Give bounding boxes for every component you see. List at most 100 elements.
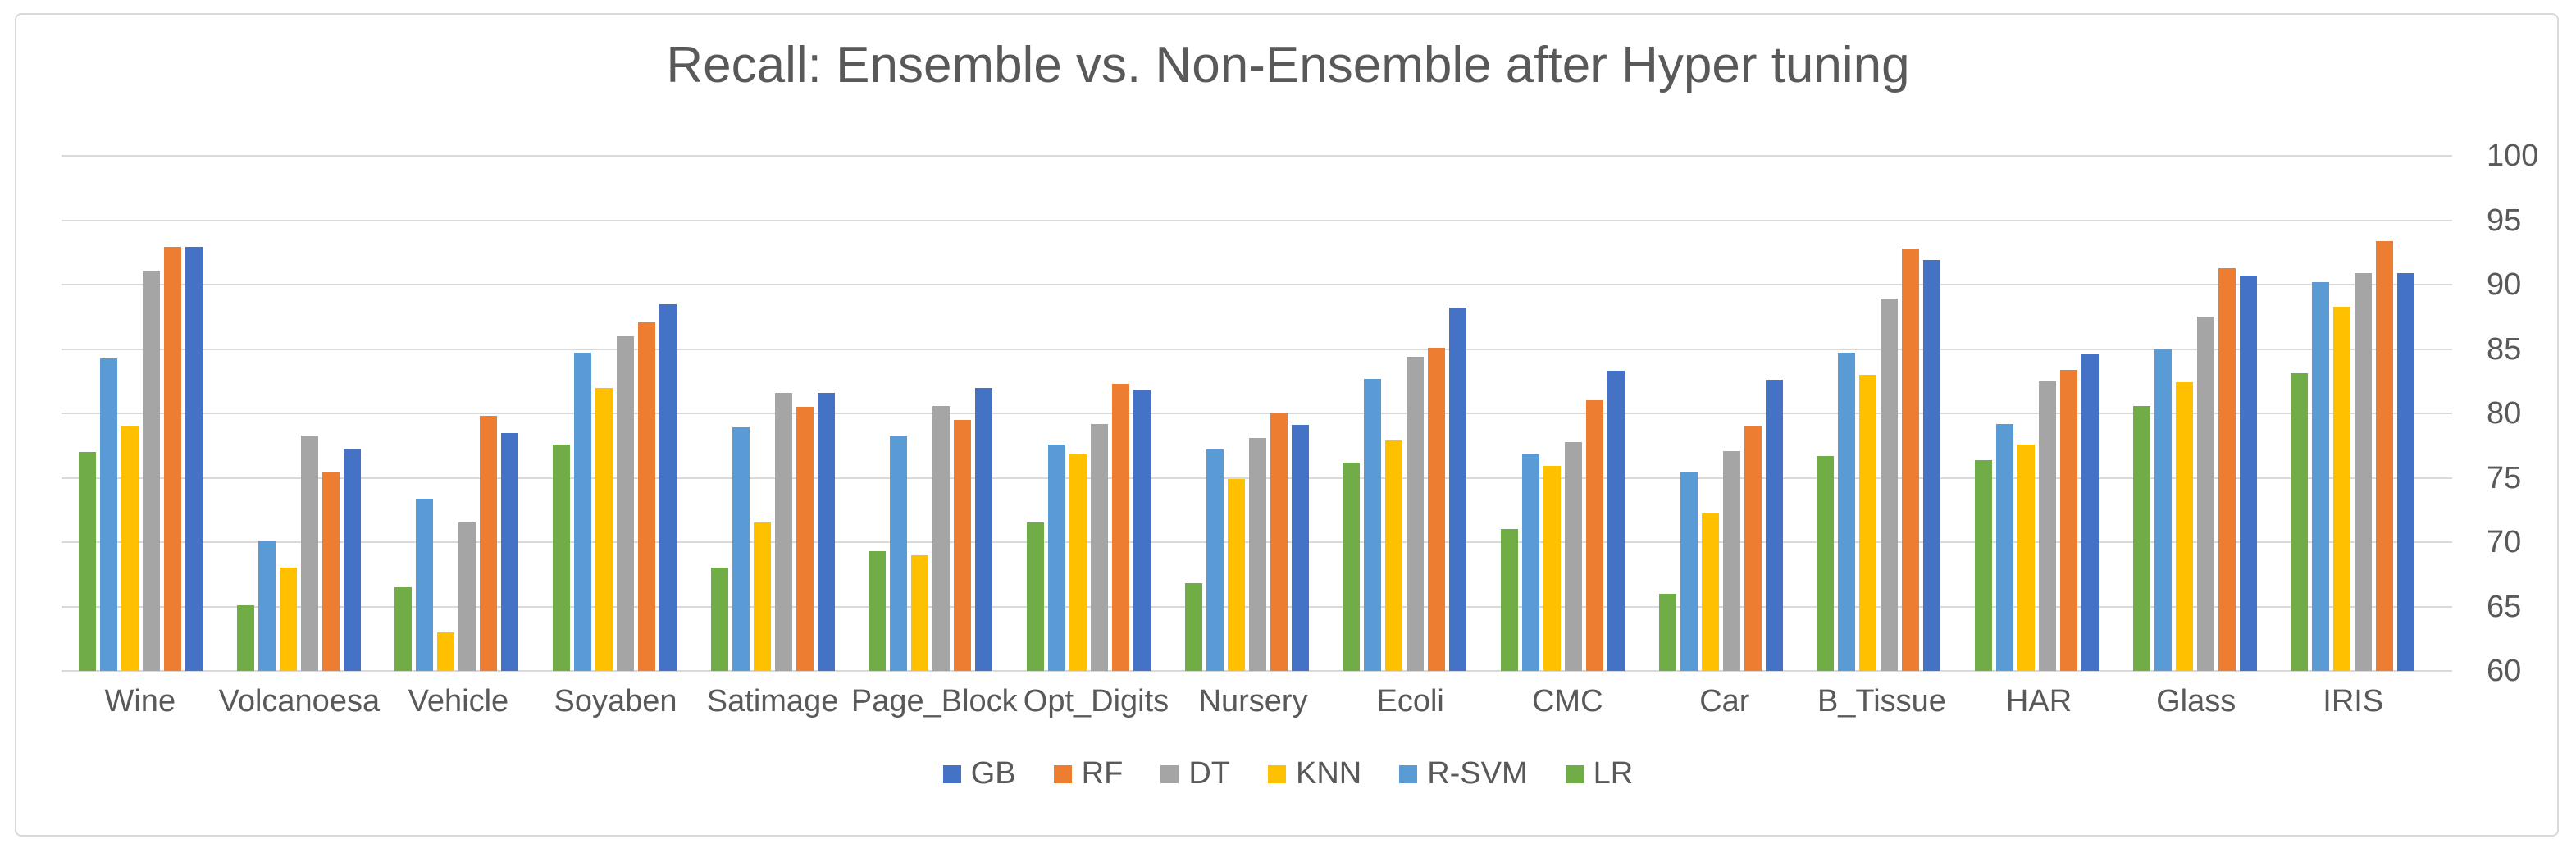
bar-group — [2273, 156, 2432, 671]
bar — [2312, 281, 2330, 671]
bar-group — [1484, 156, 1642, 671]
bar — [99, 358, 117, 671]
bar — [573, 353, 591, 671]
x-axis-label: B_Tissue — [1817, 684, 1946, 718]
y-axis-label: 90 — [2487, 267, 2522, 302]
bar-group — [62, 156, 220, 671]
bar — [932, 405, 951, 671]
bar — [753, 522, 771, 671]
bar — [300, 435, 318, 671]
x-axis-label: Page_Block — [850, 684, 1018, 718]
bar-group — [1642, 156, 1800, 671]
bar-group — [1010, 156, 1168, 671]
bar — [1248, 437, 1266, 671]
bar — [595, 387, 613, 671]
bar — [458, 522, 476, 671]
bar — [416, 498, 434, 671]
bar — [817, 392, 835, 671]
bar — [1564, 441, 1582, 671]
bar — [2397, 272, 2415, 671]
bar — [2059, 369, 2077, 671]
bar — [1680, 472, 1698, 671]
x-axis-label: Glass — [2156, 684, 2236, 718]
legend-swatch-icon — [942, 764, 961, 783]
legend: GB RF DT KNN R-SVM LR — [0, 756, 2576, 791]
bar — [911, 554, 929, 671]
bar-group — [694, 156, 852, 671]
legend-item: R-SVM — [1399, 756, 1528, 791]
bar — [1428, 347, 1446, 671]
bar — [975, 387, 993, 671]
y-axis-label: 80 — [2487, 396, 2522, 431]
x-axis-label: Ecoli — [1376, 684, 1444, 718]
legend-label: LR — [1593, 756, 1634, 791]
bar — [869, 551, 887, 671]
bar — [1047, 444, 1065, 671]
bar — [710, 568, 728, 671]
bar — [1343, 462, 1361, 671]
bar — [732, 427, 750, 671]
legend-item: DT — [1160, 756, 1230, 791]
bar — [1111, 383, 1129, 671]
bar-group — [1168, 156, 1326, 671]
bar — [1817, 455, 1835, 671]
legend-label: DT — [1188, 756, 1230, 791]
bar — [659, 303, 677, 671]
bar — [1607, 371, 1625, 671]
bar — [1722, 450, 1740, 671]
bar-group — [1958, 156, 2116, 671]
bar — [1385, 440, 1403, 671]
gridline — [62, 284, 2452, 285]
legend-swatch-icon — [1160, 764, 1179, 783]
bar — [279, 568, 297, 671]
x-axis-label: Opt_Digits — [1023, 684, 1169, 718]
bar — [258, 541, 276, 671]
bar — [2239, 276, 2257, 671]
bar-group — [2116, 156, 2274, 671]
x-axis-label: Nursery — [1198, 684, 1308, 718]
gridline — [62, 219, 2452, 221]
bar-group — [536, 156, 694, 671]
bar — [1859, 374, 1877, 671]
x-axis-label: IRIS — [2323, 684, 2384, 718]
bar — [1026, 522, 1044, 671]
legend-swatch-icon — [1399, 764, 1418, 783]
bar — [1407, 356, 1425, 671]
y-axis-label: 75 — [2487, 460, 2522, 495]
bar — [2038, 381, 2056, 671]
y-axis-label: 95 — [2487, 203, 2522, 238]
y-axis-label: 85 — [2487, 331, 2522, 367]
legend-label: RF — [1081, 756, 1124, 791]
x-axis-labels: Wine Volcanoesa Vehicle Soyaben Satimage Page… — [62, 684, 2432, 719]
legend-item: RF — [1053, 756, 1124, 791]
bar-group — [220, 156, 378, 671]
bar — [1744, 426, 1762, 671]
bar — [163, 247, 181, 671]
bar — [1500, 529, 1518, 671]
legend-swatch-icon — [1053, 764, 1072, 783]
bar — [1227, 479, 1245, 671]
bar — [2196, 317, 2214, 671]
x-axis-label: Car — [1699, 684, 1750, 718]
bar — [1069, 454, 1087, 671]
bar — [1291, 425, 1309, 671]
x-axis-label: Volcanoesa — [218, 684, 381, 718]
bar — [185, 247, 203, 671]
bar — [1923, 260, 1941, 671]
bar — [2154, 349, 2172, 671]
y-axis-label: 60 — [2487, 654, 2522, 688]
bar — [501, 432, 519, 671]
bar — [1184, 583, 1202, 671]
bar — [616, 335, 634, 671]
legend-label: GB — [970, 756, 1016, 791]
bar — [2081, 354, 2099, 671]
bar-groups — [62, 156, 2432, 671]
bar — [637, 322, 655, 671]
bar — [394, 586, 413, 671]
legend-item: KNN — [1267, 756, 1361, 791]
x-axis-label: Wine — [104, 684, 176, 718]
bar — [1270, 413, 1288, 671]
gridline — [62, 413, 2452, 414]
bar — [2376, 240, 2394, 671]
